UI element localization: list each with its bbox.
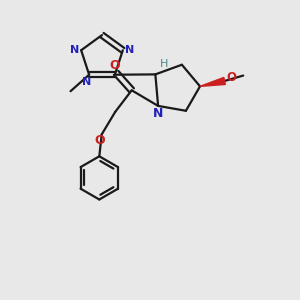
Text: N: N — [153, 107, 163, 120]
Text: N: N — [125, 45, 134, 55]
Polygon shape — [200, 77, 225, 86]
Text: O: O — [226, 71, 236, 84]
Text: O: O — [109, 59, 120, 72]
Text: H: H — [160, 59, 168, 69]
Text: N: N — [82, 77, 91, 87]
Text: N: N — [70, 45, 79, 55]
Text: O: O — [94, 134, 105, 148]
